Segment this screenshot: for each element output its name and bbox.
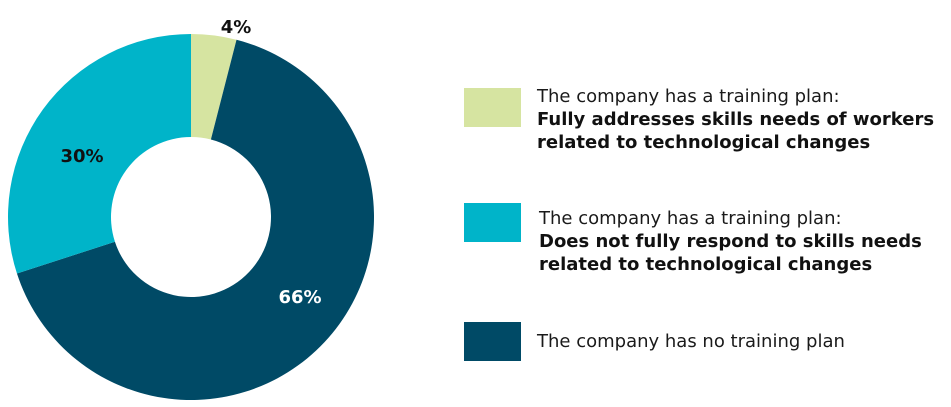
slice-not-fully-respond: [7, 34, 192, 274]
legend-item-not-fully-respond: The company has a training plan: Does no…: [464, 203, 951, 276]
legend-line2a: Fully addresses skills needs of workers: [537, 109, 935, 130]
label-66-percent: 66%: [278, 287, 321, 308]
legend-line2a: Does not fully respond to skills needs: [539, 231, 922, 252]
donut-slices: [7, 34, 374, 401]
legend-line1: The company has a training plan:: [539, 208, 842, 229]
donut-chart: 4% 30% 66%: [7, 17, 374, 401]
legend-item-fully-addresses: The company has a training plan: Fully a…: [464, 85, 951, 158]
legend-line2b: related to technological changes: [537, 132, 871, 153]
legend-line1: The company has a training plan:: [537, 86, 840, 107]
slice-fully-addresses: [191, 34, 237, 140]
label-4-percent: 4%: [221, 17, 252, 38]
legend-line1: The company has no training plan: [537, 331, 845, 352]
legend-text: The company has a training plan: Fully a…: [537, 85, 934, 154]
legend-item-no-training-plan: The company has no training plan: [464, 322, 951, 362]
legend-text: The company has a training plan: Does no…: [539, 207, 922, 276]
legend-swatch-teal: [464, 203, 521, 242]
legend-line2b: related to technological changes: [539, 254, 873, 275]
slice-no-training-plan: [16, 39, 374, 401]
legend-swatch-dark-blue: [464, 322, 521, 361]
legend-text: The company has no training plan: [537, 330, 845, 353]
donut-labels: 4% 30% 66%: [60, 17, 321, 308]
legend-swatch-light-green: [464, 88, 521, 127]
label-30-percent: 30%: [60, 146, 103, 167]
